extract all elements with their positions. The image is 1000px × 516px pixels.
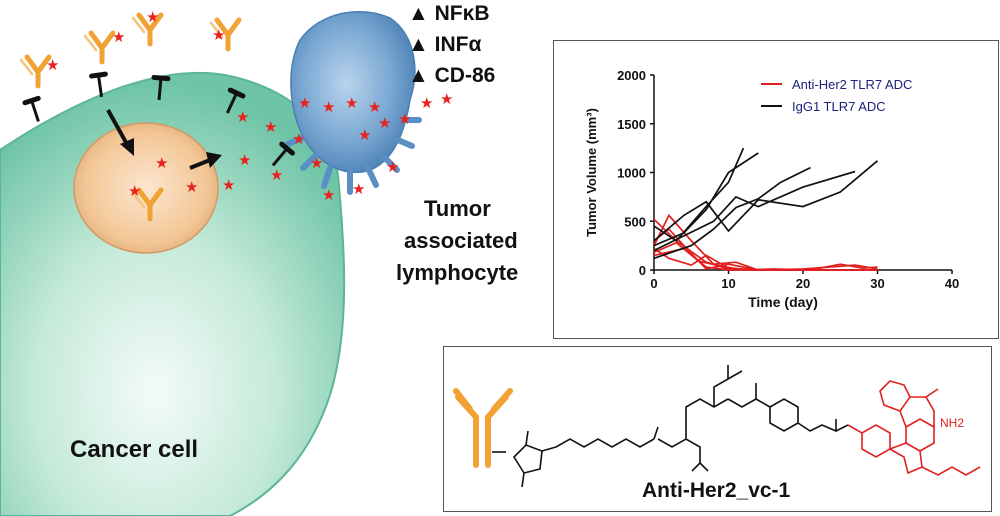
svg-text:★: ★ — [128, 182, 141, 200]
svg-text:★: ★ — [46, 56, 59, 74]
antibody — [85, 33, 113, 62]
y-tick-label: 500 — [624, 214, 646, 229]
antibody — [21, 57, 49, 86]
svg-text:★: ★ — [358, 126, 371, 144]
compound-name: Anti-Her2_vc-1 — [642, 479, 791, 502]
marker-nfkb: ▲ NFκB — [408, 2, 490, 25]
marker-cd86: ▲ CD-86 — [408, 64, 496, 87]
endosome — [73, 122, 219, 254]
svg-text:★: ★ — [112, 28, 125, 46]
svg-text:★: ★ — [185, 178, 198, 196]
lymphocyte-label-line: Tumor — [424, 196, 491, 221]
amine-label: NH2 — [940, 416, 964, 430]
x-tick-label: 40 — [945, 276, 959, 291]
svg-text:★: ★ — [378, 114, 391, 132]
y-tick-label: 1000 — [617, 166, 646, 181]
internalization-arrow — [106, 109, 134, 156]
up-arrow-icon: ▲ — [408, 33, 429, 56]
cancer-cell-label: Cancer cell — [70, 436, 199, 463]
tumor-volume-chart: 0 500 1000 1500 2000 0 10 20 30 40 Time (day) Tumor… — [584, 68, 959, 310]
anti-her2-series-line — [653, 213, 878, 271]
x-tick-label: 10 — [721, 276, 735, 291]
igg1-series-line — [653, 160, 879, 242]
lymphocyte-label-line: associated — [404, 228, 518, 253]
compound-structure-panel: NH2 Anti-Her2_vc-1 — [443, 346, 992, 512]
antibody-icon — [453, 388, 513, 468]
svg-text:★: ★ — [292, 130, 305, 148]
y-tick-label: 1500 — [617, 117, 646, 132]
svg-text:★: ★ — [212, 26, 225, 44]
svg-text:★: ★ — [222, 176, 235, 194]
release-arrow — [189, 152, 222, 170]
tumor-volume-chart-panel: 0 500 1000 1500 2000 0 10 20 30 40 Time (day) Tumor… — [553, 40, 999, 339]
svg-text:★: ★ — [236, 108, 249, 126]
svg-text:★: ★ — [146, 8, 159, 26]
receptor — [25, 98, 45, 123]
svg-text:★: ★ — [264, 118, 277, 136]
svg-text:★: ★ — [238, 151, 251, 169]
svg-text:★: ★ — [420, 94, 433, 112]
linker-backbone — [492, 365, 849, 488]
svg-text:★: ★ — [310, 154, 323, 172]
y-tick-label: 2000 — [617, 68, 646, 83]
svg-text:★: ★ — [270, 166, 283, 184]
svg-text:★: ★ — [155, 154, 168, 172]
compound-structure: NH2 Anti-Her2_vc-1 — [453, 365, 981, 502]
legend-label: IgG1 TLR7 ADC — [792, 99, 886, 114]
igg1-series-line — [653, 166, 811, 260]
up-arrow-icon: ▲ — [408, 64, 429, 87]
marker-infa: ▲ INFα — [408, 33, 482, 56]
y-tick-label: 0 — [639, 263, 646, 278]
igg1-series-line — [653, 170, 856, 252]
svg-text:★: ★ — [322, 98, 335, 116]
svg-text:★: ★ — [368, 98, 381, 116]
svg-text:★: ★ — [322, 186, 335, 204]
svg-text:★: ★ — [345, 94, 358, 112]
lymphocyte-cell — [285, 11, 422, 195]
svg-text:★: ★ — [298, 94, 311, 112]
x-tick-label: 0 — [650, 276, 657, 291]
x-tick-label: 20 — [796, 276, 810, 291]
svg-text:★: ★ — [398, 110, 411, 128]
anti-her2-series-line — [653, 247, 878, 271]
legend-label: Anti-Her2 TLR7 ADC — [792, 77, 912, 92]
x-tick-label: 30 — [870, 276, 884, 291]
igg1-series-line — [653, 152, 759, 247]
up-arrow-icon: ▲ — [408, 2, 429, 25]
svg-text:★: ★ — [386, 158, 399, 176]
lymphocyte-label-line: lymphocyte — [396, 260, 519, 285]
y-axis-label: Tumor Volume (mm³) — [584, 108, 599, 237]
svg-text:★: ★ — [352, 180, 365, 198]
payload-stars: ★★★ ★★★ ★★★ ★★★ ★★★ ★ ★ ★ ★★ ★ ★ ★★ ★★ — [46, 8, 453, 204]
x-axis-label: Time (day) — [748, 294, 818, 310]
tlr7-agonist-payload — [847, 380, 981, 476]
igg1-series-line — [653, 147, 745, 242]
svg-text:★: ★ — [440, 90, 453, 108]
